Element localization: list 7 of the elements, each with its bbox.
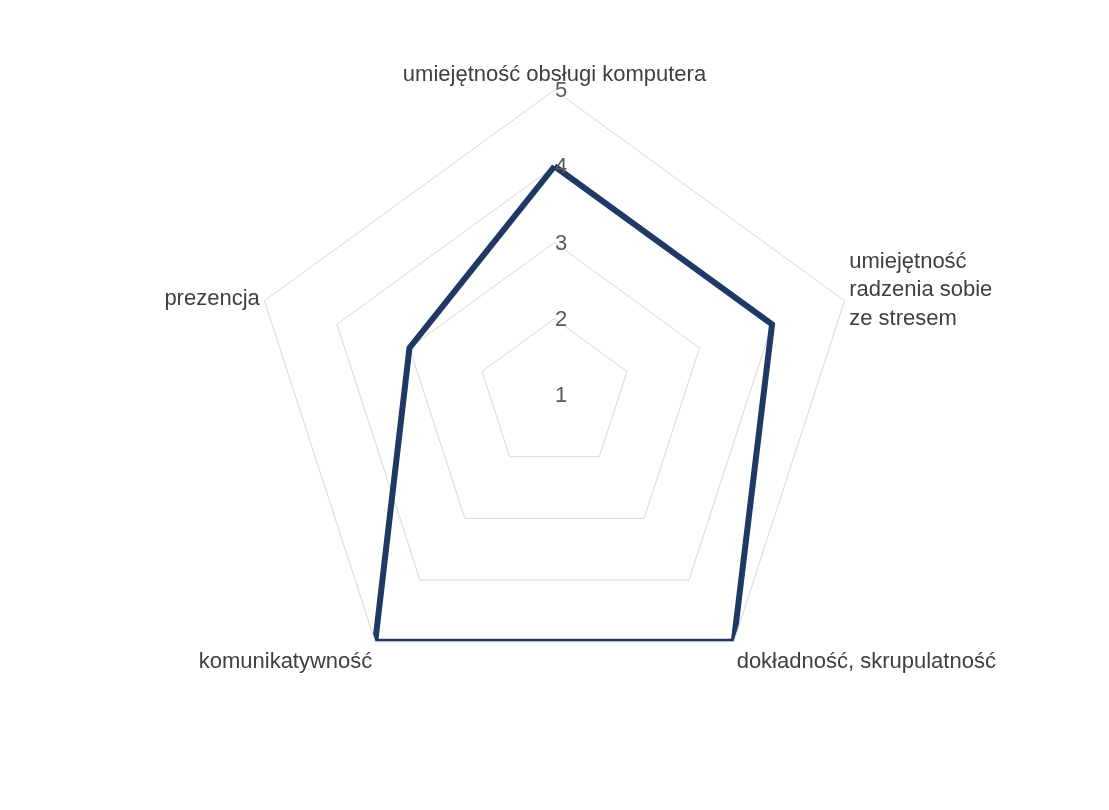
y-tick-label: 3	[555, 229, 568, 255]
y-tick-label: 1	[555, 382, 568, 408]
y-tick-label: 2	[555, 305, 568, 331]
spoke-label: umiejętność radzenia sobie ze stresem	[849, 247, 993, 330]
spoke-label: komunikatywność	[198, 648, 373, 674]
spoke-label: dokładność, skrupulatność	[736, 648, 996, 674]
spoke-label: prezencja	[164, 285, 261, 311]
